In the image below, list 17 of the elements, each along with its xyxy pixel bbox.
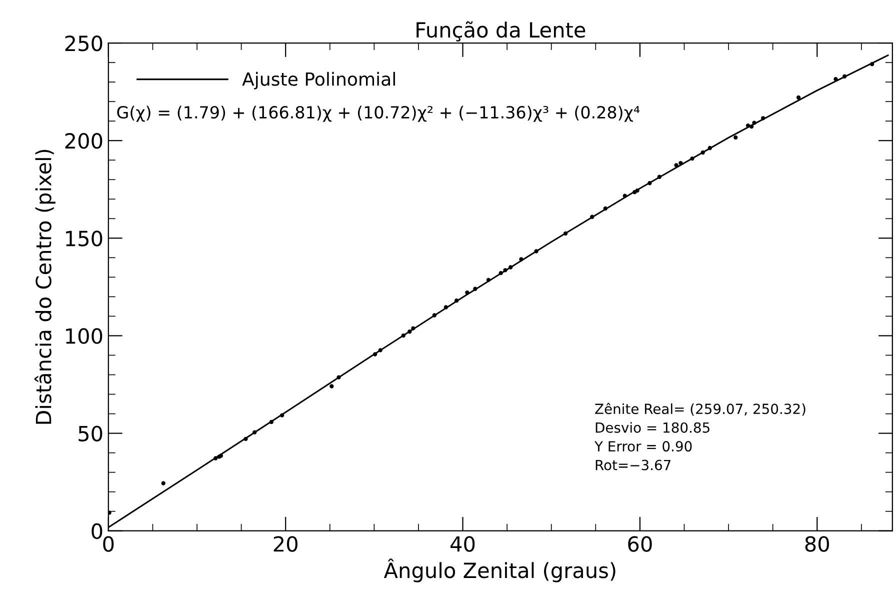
y-tick-label: 250 — [65, 35, 102, 52]
x-tick-label: 40 — [450, 536, 475, 552]
chart-title: Função da Lente — [416, 21, 586, 42]
y-tick-label: 200 — [65, 133, 102, 149]
annotation: Zênite Real= (259.07, 250.32) Desvio = 180.85 Y Error = 0.90 Rot=−3.67 — [594, 402, 806, 470]
y-tick-label: 150 — [66, 230, 102, 246]
x-tick-label: 20 — [274, 536, 298, 552]
annotation: G(χ) = (1.79) + (166.81)χ + (10.72)χ² + (−11.36)χ³ + (0.28)χ⁴ — [117, 106, 640, 122]
y-tick-label: 0 — [92, 523, 102, 540]
x-axis-title: Ângulo Zenital (graus) — [384, 558, 616, 582]
x-tick-label: 0 — [103, 536, 114, 552]
y-axis-title: Distância do Centro (pixel) — [34, 150, 56, 424]
y-tick-label: 50 — [78, 426, 102, 442]
legend-label: Ajuste Polinomial — [242, 72, 395, 90]
x-tick-label: 60 — [628, 536, 652, 552]
y-tick-label: 100 — [66, 328, 102, 344]
x-tick-label: 80 — [805, 536, 829, 552]
